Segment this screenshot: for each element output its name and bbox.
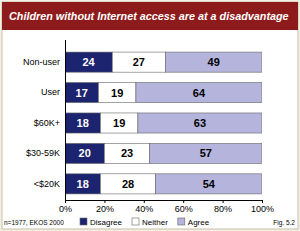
data-label: 19	[113, 117, 125, 129]
data-label: 17	[76, 87, 88, 99]
x-tick-mark	[183, 200, 184, 203]
category-label: <$20K	[34, 179, 60, 189]
legend-swatch	[178, 218, 185, 225]
x-tick-mark	[144, 200, 145, 203]
data-label: 28	[122, 178, 134, 190]
data-label: 54	[203, 178, 216, 190]
y-tick: User	[41, 87, 60, 97]
panel	[2, 2, 298, 229]
bar	[112, 52, 165, 72]
bar	[150, 143, 262, 163]
data-label: 18	[77, 117, 89, 129]
x-tick-label: 60%	[175, 204, 193, 214]
data-label: 49	[208, 56, 220, 68]
legend-label: Neither	[142, 218, 168, 227]
data-label: 24	[83, 56, 96, 68]
bar	[165, 52, 262, 72]
x-tick: 80%	[214, 200, 232, 214]
y-tick: <$20K	[34, 179, 60, 189]
x-axis-line	[66, 201, 263, 204]
title-banner	[2, 2, 298, 30]
bar	[65, 83, 98, 103]
x-tick: 60%	[175, 200, 193, 214]
x-tick-label: 20%	[96, 204, 114, 214]
y-tick: $30-59K	[26, 148, 60, 158]
chart: Children without Internet access are at …	[0, 0, 300, 231]
category-label: $30-59K	[26, 148, 60, 158]
legend-swatch	[80, 218, 87, 225]
y-axis-line	[65, 40, 66, 200]
bar	[100, 113, 137, 133]
bar	[65, 52, 112, 72]
data-label: 20	[79, 147, 91, 159]
figure-number: Fig. 5.2	[273, 219, 295, 227]
x-axis: 0% 20% 40% 60% 80% 100%	[59, 200, 274, 214]
bar	[100, 174, 155, 194]
bar	[156, 174, 262, 194]
bar	[136, 83, 262, 103]
x-tick-mark	[104, 200, 105, 203]
data-label: 19	[111, 87, 123, 99]
x-tick-mark	[262, 200, 263, 203]
bars	[65, 52, 262, 194]
bar	[138, 113, 262, 133]
source-note: n=1977, EKOS 2000	[4, 219, 64, 226]
legend: Disagree Neither Agree	[80, 218, 210, 227]
bar	[104, 143, 149, 163]
data-label: 18	[77, 178, 89, 190]
data-label: 27	[133, 56, 145, 68]
y-axis: Non-user User $60K+ $30-59K <$20K	[23, 40, 66, 200]
x-tick-label: 40%	[135, 204, 153, 214]
bar	[65, 113, 100, 133]
x-tick-label: 80%	[214, 204, 232, 214]
bar	[65, 174, 100, 194]
x-tick: 0%	[59, 200, 72, 214]
data-label: 64	[193, 87, 206, 99]
category-label: $60K+	[34, 118, 60, 128]
legend-label: Agree	[188, 218, 210, 227]
data-label: 57	[200, 147, 212, 159]
legend-swatch	[132, 218, 139, 225]
x-tick: 100%	[251, 200, 274, 214]
x-tick: 20%	[96, 200, 114, 214]
data-label: 23	[121, 147, 133, 159]
y-tick: Non-user	[23, 57, 60, 67]
data-labels: 24 17 18 20 18 27 19 19 23 28 49 64 63 57 54	[76, 56, 220, 190]
bar	[65, 143, 104, 163]
legend-label: Disagree	[90, 218, 123, 227]
category-label: Non-user	[23, 57, 60, 67]
y-tick: $60K+	[34, 118, 60, 128]
x-tick-mark	[223, 200, 224, 203]
x-tick-label: 100%	[251, 204, 274, 214]
title: Children without Internet access are at …	[9, 10, 289, 22]
x-tick-label: 0%	[59, 204, 72, 214]
x-tick: 40%	[135, 200, 153, 214]
bar	[98, 83, 135, 103]
data-label: 63	[194, 117, 206, 129]
category-label: User	[41, 87, 60, 97]
x-tick-mark	[65, 200, 66, 203]
